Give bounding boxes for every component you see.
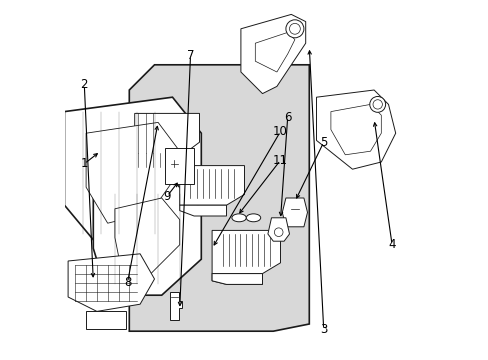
Text: 7: 7 (186, 49, 194, 62)
Text: 2: 2 (81, 78, 88, 91)
Polygon shape (330, 104, 381, 155)
Polygon shape (86, 122, 179, 223)
Polygon shape (179, 205, 226, 216)
Polygon shape (129, 65, 309, 331)
Polygon shape (93, 180, 201, 295)
Text: 8: 8 (123, 276, 131, 289)
Polygon shape (255, 32, 294, 72)
Text: 1: 1 (81, 157, 88, 170)
Polygon shape (212, 230, 280, 274)
Text: 10: 10 (272, 125, 287, 138)
Polygon shape (68, 254, 154, 311)
Polygon shape (64, 97, 201, 248)
Text: 4: 4 (387, 238, 395, 251)
Polygon shape (212, 274, 262, 284)
Polygon shape (170, 292, 182, 320)
Polygon shape (316, 90, 395, 169)
Circle shape (285, 20, 303, 38)
Polygon shape (134, 113, 199, 153)
Ellipse shape (231, 214, 246, 222)
Circle shape (289, 23, 300, 34)
Text: 9: 9 (163, 190, 170, 203)
Polygon shape (282, 198, 307, 227)
Polygon shape (179, 166, 244, 205)
Polygon shape (86, 311, 125, 329)
Text: 3: 3 (319, 323, 327, 336)
Circle shape (274, 228, 283, 237)
Polygon shape (267, 218, 289, 241)
Circle shape (372, 100, 382, 109)
Circle shape (369, 96, 385, 112)
Polygon shape (165, 148, 194, 184)
Text: 5: 5 (319, 136, 327, 149)
Polygon shape (134, 153, 185, 167)
Text: 6: 6 (284, 111, 291, 123)
Polygon shape (241, 14, 305, 94)
Text: 11: 11 (272, 154, 287, 167)
Polygon shape (115, 198, 179, 274)
Ellipse shape (246, 214, 260, 222)
